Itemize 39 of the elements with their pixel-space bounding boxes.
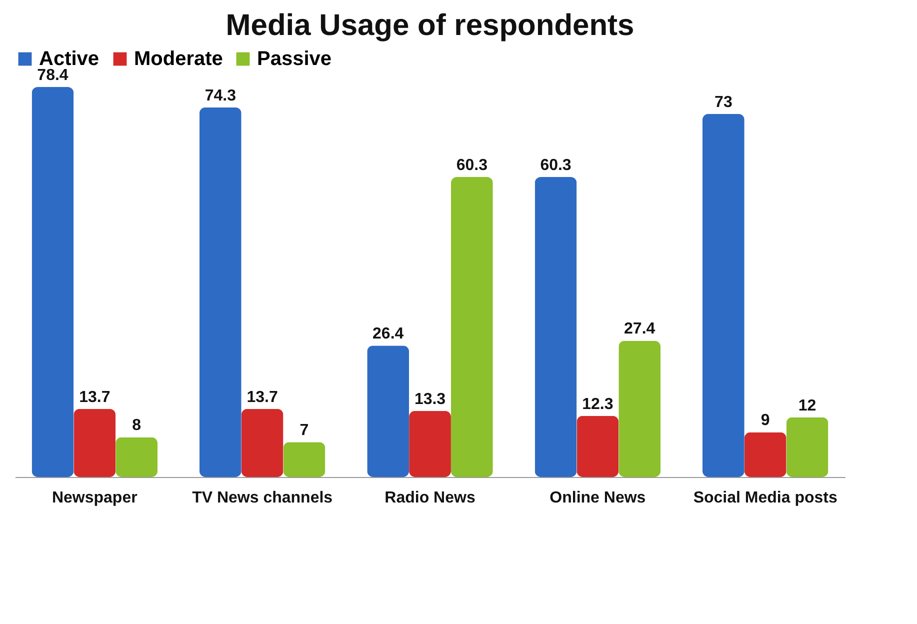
bar bbox=[32, 87, 74, 477]
bar bbox=[367, 346, 410, 477]
data-label: 74.3 bbox=[204, 87, 236, 104]
bar bbox=[241, 408, 284, 477]
bar bbox=[283, 442, 326, 477]
chart-title: Media Usage of respondents bbox=[226, 9, 634, 42]
bar bbox=[744, 432, 786, 477]
bar bbox=[618, 340, 661, 477]
bar bbox=[576, 416, 619, 477]
data-label: 60.3 bbox=[456, 157, 488, 174]
x-tick-label: Radio News bbox=[384, 490, 476, 506]
data-label: 12.3 bbox=[582, 396, 614, 413]
data-label: 8 bbox=[132, 417, 142, 434]
x-tick-label: Online News bbox=[550, 490, 646, 506]
data-label: 7 bbox=[300, 422, 309, 440]
data-label: 13.7 bbox=[246, 388, 278, 406]
data-label: 12 bbox=[798, 397, 816, 414]
bar bbox=[116, 437, 158, 477]
bar bbox=[409, 410, 451, 477]
bar bbox=[199, 107, 242, 477]
data-label: 60.3 bbox=[540, 157, 572, 174]
data-label: 13.3 bbox=[414, 390, 446, 408]
bar bbox=[74, 408, 116, 477]
data-label: 78.4 bbox=[37, 67, 68, 84]
legend-label: Passive bbox=[257, 48, 332, 70]
bar bbox=[786, 417, 828, 477]
legend-label: Moderate bbox=[134, 48, 223, 70]
x-tick-label: Newspaper bbox=[52, 490, 138, 506]
data-label: 9 bbox=[760, 412, 770, 430]
bar bbox=[702, 114, 744, 477]
data-label: 26.4 bbox=[372, 326, 404, 343]
x-tick-label: TV News channels bbox=[192, 490, 333, 506]
data-label: 73 bbox=[714, 94, 732, 111]
data-label: 13.7 bbox=[79, 388, 110, 406]
data-label: 27.4 bbox=[624, 320, 656, 338]
legend-label: Active bbox=[39, 48, 100, 70]
bar bbox=[450, 177, 493, 477]
x-tick-label: Social Media posts bbox=[693, 490, 838, 506]
bar bbox=[534, 177, 577, 477]
